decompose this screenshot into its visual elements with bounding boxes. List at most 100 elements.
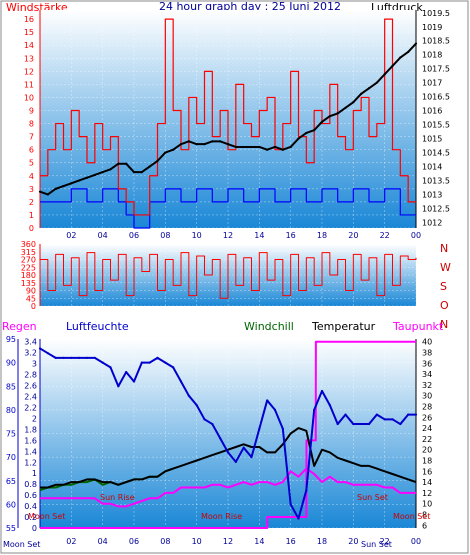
direction-y-tick-label: 45 (26, 294, 36, 303)
pressure-point (273, 145, 277, 149)
climate-x-tick-label: 20 (348, 537, 358, 546)
climate-x-tick-label: 08 (160, 537, 170, 546)
rain-y-tick-label: 2.4 (24, 393, 37, 402)
temperature-y-tick-label: 40 (422, 338, 432, 347)
humidity-point (313, 408, 316, 411)
humidity-y-tick-label: 75 (6, 430, 16, 439)
wind-x-tick-label: 14 (254, 231, 264, 240)
wind-y-tick-label: 3 (29, 185, 34, 194)
wind-y-tick-label: 14 (24, 41, 34, 50)
humidity-point (234, 460, 237, 463)
moon-set-label: Moon Set (28, 512, 65, 521)
humidity-point (172, 366, 175, 369)
compass-label: S (440, 280, 447, 293)
temperature-y-tick-label: 16 (422, 467, 432, 476)
pressure-y-tick-label: 1012 (422, 218, 442, 227)
rain-y-tick-label: 1.6 (24, 436, 37, 445)
wind-x-tick-label: 00 (411, 231, 421, 240)
moon-set-right-label: Moon Set (393, 512, 430, 521)
humidity-point (281, 427, 284, 430)
humidity-point (93, 356, 96, 359)
pressure-point (320, 120, 324, 123)
temperature-y-tick-label: 22 (422, 435, 432, 444)
pressure-point (367, 87, 371, 90)
pressure-point (258, 145, 261, 149)
pressure-y-tick-label: 1015.5 (422, 121, 450, 130)
pressure-point (164, 151, 167, 154)
humidity-y-tick-label: 70 (6, 453, 16, 462)
wind-y-tick-label: 8 (29, 120, 34, 129)
pressure-point (195, 143, 198, 146)
rain-axis-label: Regen (2, 320, 37, 333)
wind-x-tick-label: 06 (129, 231, 139, 240)
direction-y-tick-label: 225 (21, 263, 36, 272)
wind-y-tick-label: 7 (29, 133, 34, 142)
pressure-point (140, 171, 143, 174)
pressure-point (289, 145, 292, 149)
pressure-point (297, 137, 300, 140)
direction-y-tick-label: 135 (21, 279, 36, 288)
humidity-y-tick-label: 65 (6, 477, 16, 486)
wind-x-tick-label: 18 (317, 231, 327, 240)
wind-x-tick-label: 02 (66, 231, 76, 240)
pressure-y-tick-label: 1012.5 (422, 204, 450, 213)
rain-y-tick-label: 0.8 (24, 480, 37, 489)
pressure-point (313, 129, 316, 132)
wind-direction-series (40, 252, 417, 299)
pressure-point (179, 143, 183, 146)
humidity-point (132, 380, 136, 383)
wind-y-tick-label: 12 (24, 67, 34, 76)
windchill-axis-label: Windchill (244, 320, 294, 333)
climate-x-tick-label: 16 (286, 537, 296, 546)
humidity-axis-label: Luftfeuchte (66, 320, 129, 333)
pressure-point (156, 159, 159, 163)
humidity-point (360, 422, 363, 426)
wind-x-tick-label: 08 (160, 231, 170, 240)
wind-y-tick-label: 1 (29, 211, 34, 220)
pressure-point (226, 143, 230, 146)
wind-y-tick-label: 13 (24, 54, 34, 63)
pressure-y-tick-label: 1019.5 (422, 9, 450, 18)
dewpoint-axis-label: Taupunkt (392, 320, 444, 333)
wind-y-tick-label: 15 (24, 28, 34, 37)
pressure-y-tick-label: 1016 (422, 107, 442, 116)
rain-y-tick-label: 0.4 (24, 502, 37, 511)
pressure-point (172, 148, 175, 151)
pressure-point (117, 162, 120, 165)
pressure-y-tick-label: 1019 (422, 23, 442, 32)
pressure-point (219, 140, 222, 143)
direction-y-tick-label: 360 (21, 240, 36, 249)
humidity-point (375, 413, 378, 416)
temperature-y-tick-label: 32 (422, 381, 432, 390)
humidity-y-tick-label: 80 (6, 406, 16, 415)
humidity-point (179, 380, 183, 383)
climate-x-tick-label: 22 (380, 537, 390, 546)
humidity-point (414, 413, 418, 416)
wind-y-tick-label: 6 (29, 146, 34, 155)
rain-y-tick-label: 2.6 (24, 382, 37, 391)
pressure-y-tick-label: 1013.5 (422, 176, 450, 185)
climate-x-tick-label: 10 (192, 537, 202, 546)
pressure-point (148, 165, 151, 168)
graph-title: 24 hour graph day : 25 Juni 2012 (159, 0, 341, 13)
compass-label: N (440, 242, 448, 255)
humidity-point (383, 418, 386, 421)
pressure-point (344, 106, 347, 109)
pressure-point (46, 193, 49, 196)
rain-y-tick-label: 0.2 (24, 513, 37, 522)
pressure-point (407, 50, 410, 54)
humidity-point (258, 427, 261, 430)
pressure-y-tick-label: 1016.5 (422, 93, 450, 102)
pressure-y-tick-label: 1018 (422, 51, 442, 60)
humidity-point (305, 489, 308, 492)
temperature-y-tick-label: 10 (422, 500, 432, 509)
humidity-point (320, 389, 324, 393)
rain-y-tick-label: 1.4 (24, 447, 37, 456)
rain-y-tick-label: 3.4 (24, 338, 37, 347)
humidity-y-tick-label: 55 (6, 524, 16, 533)
sun-rise-label: Sun Rise (100, 493, 135, 502)
pressure-point (38, 190, 42, 193)
wind-y-tick-label: 4 (29, 172, 34, 181)
pressure-point (101, 171, 104, 174)
